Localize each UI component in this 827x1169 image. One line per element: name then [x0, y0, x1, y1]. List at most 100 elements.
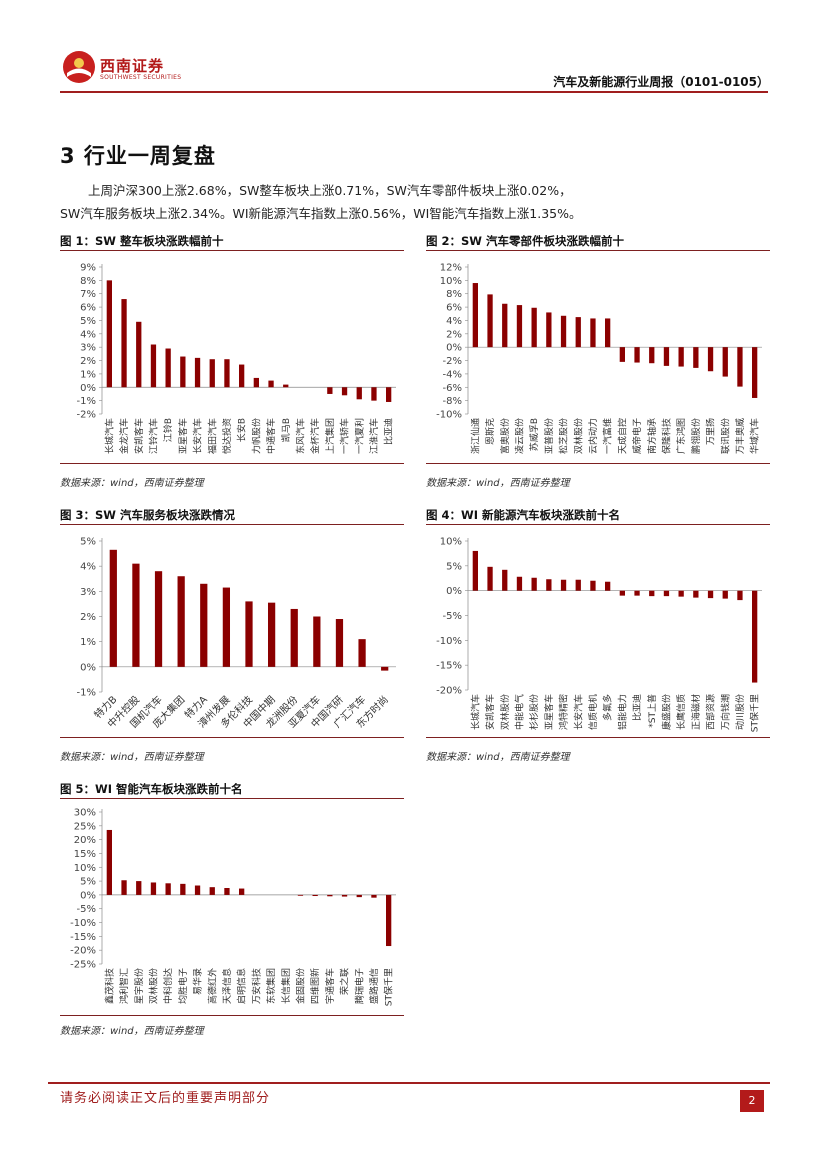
category-label: 苏威孚B: [528, 418, 540, 451]
y-tick-label: 2%: [80, 356, 96, 367]
category-label: 金固股份: [294, 968, 306, 1004]
bar: [150, 344, 157, 388]
y-tick-label: 5%: [80, 316, 96, 327]
figure-5-source: 数据来源：wind，西南证券整理: [60, 1026, 204, 1037]
figure-1-source: 数据来源：wind，西南证券整理: [60, 478, 204, 489]
footer-disclaimer-note: 请务必阅读正文后的重要声明部分: [60, 1091, 271, 1106]
bar: [590, 580, 596, 591]
section-summary: 上周沪深300上涨2.68%，SW整车板块上涨0.71%，SW汽车零部件板块上涨…: [60, 179, 768, 225]
category-label: 天成自控: [616, 418, 628, 454]
bar: [194, 885, 201, 895]
category-label: 恩斯克: [484, 418, 496, 445]
y-tick-label: 0%: [446, 343, 462, 354]
bar: [472, 283, 478, 348]
bar: [386, 387, 392, 402]
category-label: 上汽集团: [324, 418, 336, 454]
figure-5-title: 图 5：WI 智能汽车板块涨跌前十名: [60, 782, 243, 796]
y-tick-label: -2%: [77, 410, 96, 421]
bar: [341, 894, 348, 897]
category-label: 安凯客车: [133, 418, 145, 454]
bar: [678, 590, 684, 597]
bar: [121, 299, 127, 388]
brand-name-en: SOUTHWEST SECURITIES: [100, 74, 182, 81]
y-tick-label: -15%: [70, 932, 96, 943]
y-tick-label: -6%: [443, 383, 462, 394]
y-tick-label: 4%: [446, 316, 462, 327]
category-label: 威帝电子: [631, 418, 643, 454]
bar: [663, 590, 670, 597]
category-label: 万向钱潮: [719, 694, 731, 730]
bar: [386, 894, 392, 947]
y-tick-label: 8%: [446, 289, 462, 300]
footer-divider: [48, 1082, 770, 1084]
y-tick-label: 15%: [74, 849, 96, 860]
y-tick-label: 1%: [80, 369, 96, 380]
bar: [649, 347, 655, 364]
bar: [502, 303, 508, 348]
category-label: 东风汽车: [294, 418, 306, 454]
bar: [371, 894, 377, 898]
category-label: 华域汽车: [749, 418, 761, 454]
bar: [516, 576, 523, 591]
category-label: 杉杉股份: [528, 694, 540, 730]
bar: [560, 579, 567, 591]
bar: [737, 590, 743, 601]
figure-1-bottom-rule: [60, 463, 404, 464]
category-label: 长鹰信质: [675, 694, 687, 730]
summary-line-1: 上周沪深300上涨2.68%，SW整车板块上涨0.71%，SW汽车零部件板块上涨…: [88, 183, 572, 198]
category-label: 长信集团: [280, 968, 292, 1004]
y-tick-label: 10%: [74, 863, 96, 874]
y-tick-label: 5%: [446, 561, 462, 572]
bar: [663, 347, 670, 366]
figure-5-top-rule: [60, 798, 404, 799]
bar: [222, 587, 231, 667]
y-tick-label: -10%: [436, 636, 462, 647]
category-label: 比亚迪: [631, 694, 643, 721]
header-divider: [60, 91, 768, 93]
bar: [180, 356, 186, 388]
bar: [224, 888, 230, 895]
report-header-title: 汽车及新能源行业周报（0101-0105）: [553, 75, 769, 89]
figure-2-bottom-rule: [426, 463, 770, 464]
bar: [649, 590, 655, 597]
bar: [381, 666, 389, 671]
figure-4-bottom-rule: [426, 737, 770, 738]
bar: [154, 571, 163, 667]
category-label: 盛路通信: [368, 968, 380, 1004]
bar: [722, 590, 728, 599]
category-label: 腾瑞电子: [353, 968, 365, 1004]
category-label: 金龙汽车: [118, 418, 130, 454]
figure-5-bottom-rule: [60, 1015, 404, 1016]
category-label: 荣之联: [339, 968, 351, 995]
category-label: 天泽信息: [221, 968, 233, 1004]
category-label: 长安汽车: [192, 418, 204, 454]
y-tick-label: 0%: [446, 586, 462, 597]
bar: [752, 590, 758, 683]
figure-3-top-rule: [60, 524, 404, 525]
y-tick-label: 6%: [80, 303, 96, 314]
y-tick-label: -5%: [443, 611, 462, 622]
y-tick-label: 0%: [80, 383, 96, 394]
figure-3-title: 图 3：SW 汽车服务板块涨跌情况: [60, 508, 235, 522]
bar: [136, 881, 142, 895]
y-tick-label: -25%: [70, 960, 96, 971]
bar: [356, 387, 362, 400]
bar: [634, 347, 640, 363]
bar: [194, 357, 201, 388]
y-tick-label: 9%: [80, 263, 96, 274]
y-tick-label: 10%: [440, 276, 462, 287]
bar: [297, 894, 304, 896]
bar: [327, 387, 333, 394]
bar: [487, 294, 493, 348]
y-tick-label: -4%: [443, 369, 462, 380]
bar: [678, 347, 684, 367]
y-tick-label: 0%: [80, 890, 96, 901]
category-label: 江铃B: [162, 418, 174, 442]
y-tick-label: -10%: [70, 918, 96, 929]
bar: [106, 829, 112, 895]
category-label: *ST上普: [646, 694, 658, 728]
y-tick-label: -1%: [77, 396, 96, 407]
category-label: 双林股份: [499, 694, 511, 730]
category-label: 浙江仙通: [469, 418, 481, 454]
bar: [737, 347, 743, 387]
